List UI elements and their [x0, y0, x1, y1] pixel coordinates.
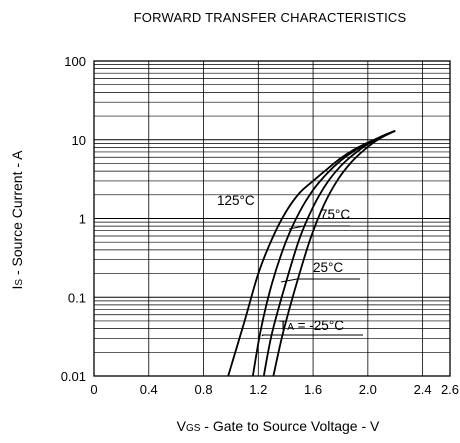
label-leader-25c — [280, 278, 298, 283]
x-tick-label: 0.4 — [140, 382, 158, 397]
y-tick-labels: 0.01 0.1 1 10 100 — [61, 54, 86, 384]
plot-frame — [93, 60, 451, 377]
x-tick-label: 2.6 — [441, 382, 459, 397]
label-leader-minus-25c — [261, 334, 264, 337]
series-lines — [227, 129, 396, 377]
grid — [93, 61, 451, 377]
y-axis-label: IS - Source Current - A — [9, 150, 25, 290]
curve-label-125c: 125°C — [217, 193, 255, 208]
series-line-minus-25c — [272, 129, 396, 377]
x-tick-labels: 0 0.4 0.8 1.2 1.6 2.0 2.4 2.6 — [90, 382, 459, 397]
x-axis-label: VGS - Gate to Source Voltage - V — [177, 418, 380, 434]
x-tick-label: 2.0 — [359, 382, 377, 397]
curve-labels: 125°C 75°C 25°C TA = -25°C — [217, 193, 363, 337]
curve-label-minus-25c: TA = -25°C — [279, 318, 344, 333]
chart-title: FORWARD TRANSFER CHARACTERISTICS — [134, 10, 407, 25]
x-tick-label: 0.8 — [194, 382, 212, 397]
y-tick-label: 100 — [64, 54, 86, 69]
series-line-125c — [227, 129, 396, 377]
x-tick-label: 2.4 — [414, 382, 432, 397]
y-tick-label: 10 — [72, 133, 86, 148]
y-tick-label: 0.01 — [61, 369, 86, 384]
series-line-25c — [262, 129, 396, 377]
x-tick-label: 1.2 — [249, 382, 267, 397]
x-tick-label: 0 — [90, 382, 97, 397]
y-tick-label: 1 — [79, 212, 86, 227]
curve-label-75c: 75°C — [320, 207, 350, 222]
series-line-75c — [251, 129, 396, 377]
label-leader-75c — [288, 225, 305, 230]
x-tick-label: 1.6 — [304, 382, 322, 397]
curve-label-25c: 25°C — [313, 260, 343, 275]
y-tick-label: 0.1 — [68, 290, 86, 305]
